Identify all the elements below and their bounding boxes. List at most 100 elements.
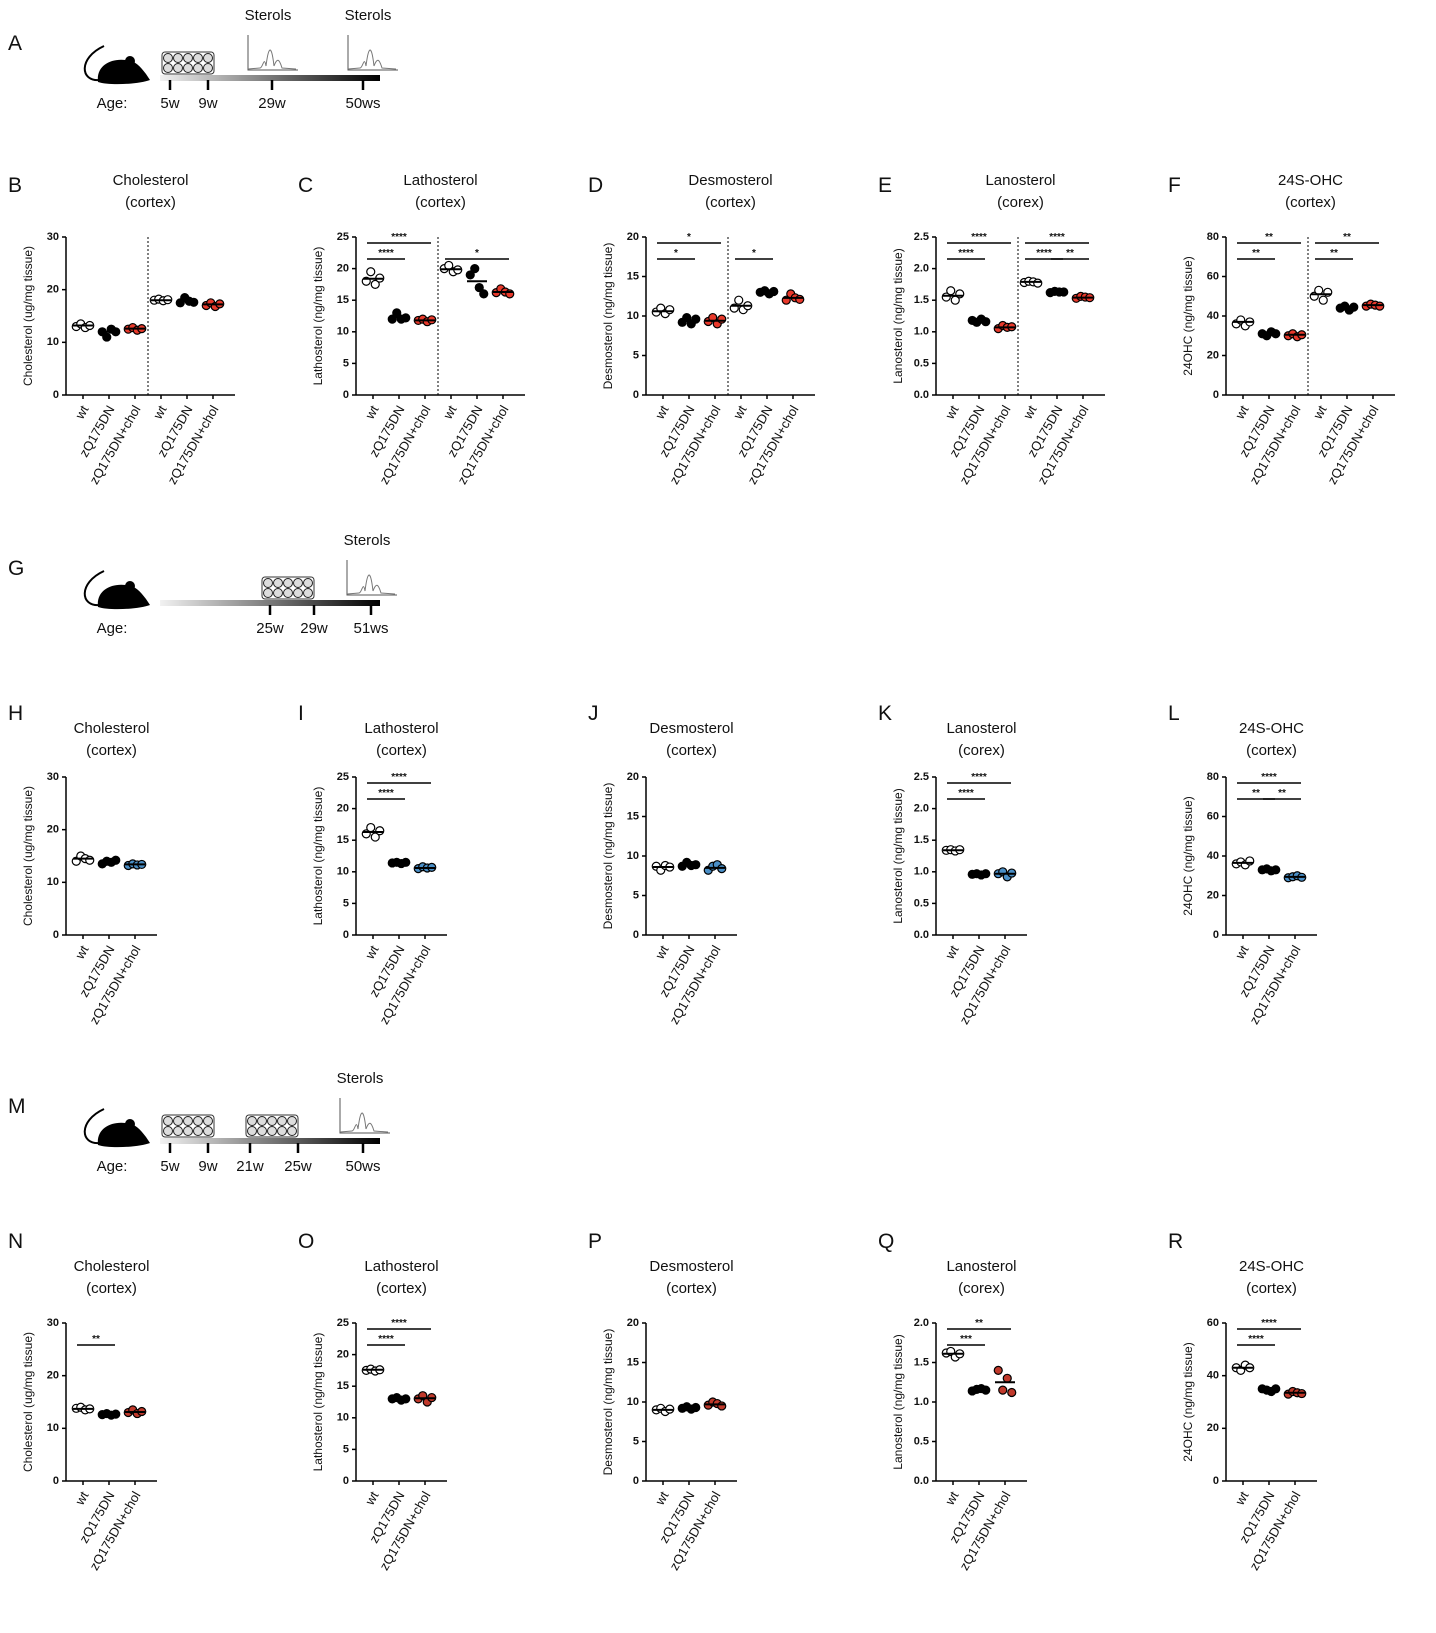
well [258, 1127, 267, 1136]
significance-label: ** [1265, 232, 1273, 243]
data-point [367, 268, 375, 276]
well [278, 1127, 287, 1136]
well [204, 64, 213, 73]
y-tick-label: 60 [1207, 1317, 1219, 1329]
chart-title: Lathosterol [403, 172, 477, 189]
y-tick-label: 40 [1207, 1370, 1219, 1382]
age-bar [160, 75, 380, 81]
y-tick-label: 0.0 [914, 929, 929, 941]
y-tick-label: 20 [337, 803, 349, 815]
y-axis-label: Cholesterol (ug/mg tissue) [21, 246, 35, 386]
chart-subtitle: (cortex) [1246, 742, 1297, 759]
sterols-label: Sterols [345, 7, 392, 24]
y-tick-label: 10 [337, 326, 349, 338]
chart-title: Cholesterol [74, 1258, 150, 1275]
timeline: MAge:5w9w21w25w50wsSterols [8, 1070, 390, 1175]
significance-label: ** [1278, 788, 1286, 799]
chart-subtitle: (cortex) [1285, 194, 1336, 211]
x-tick-label: wt [1232, 402, 1252, 422]
y-tick-label: 30 [47, 231, 59, 243]
age: 50ws [345, 1158, 380, 1175]
well [204, 54, 213, 63]
panel-letter: C [298, 174, 313, 197]
well [304, 589, 313, 598]
significance-label: **** [378, 1334, 394, 1345]
chart-title: 24S-OHC [1239, 720, 1304, 737]
y-tick-label: 1.0 [914, 326, 929, 338]
y-tick-label: 0.0 [914, 389, 929, 401]
chart-subtitle: (corex) [958, 1280, 1005, 1297]
y-axis-label: Lanosterol (ng/mg tissue) [891, 1334, 905, 1469]
well [204, 1117, 213, 1126]
panel-letter: I [298, 702, 304, 725]
panel-letter: D [588, 174, 603, 197]
mouse-body [98, 585, 150, 609]
chart-title: Lathosterol [364, 720, 438, 737]
mouse-body [98, 60, 150, 84]
x-tick-label: wt [652, 942, 672, 962]
y-tick-label: 0.0 [914, 1475, 929, 1487]
y-tick-label: 1.5 [914, 1356, 929, 1368]
well [204, 1127, 213, 1136]
panel-letter: G [8, 557, 24, 580]
age: 5w [160, 1158, 179, 1175]
significance-label: **** [971, 772, 987, 783]
x-tick-label: wt [72, 402, 92, 422]
significance-label: ** [1343, 232, 1351, 243]
y-axis-label: Desmosterol (ng/mg tissue) [601, 1329, 615, 1476]
y-tick-label: 5 [633, 349, 639, 361]
y-tick-label: 1.5 [914, 294, 929, 306]
significance-label: * [687, 232, 691, 243]
x-tick-label: wt [942, 1488, 962, 1508]
significance-label: ** [1066, 248, 1074, 259]
chart-subtitle: (cortex) [376, 742, 427, 759]
x-tick-label: wt [362, 942, 382, 962]
y-tick-label: 0 [1213, 929, 1219, 941]
y-tick-label: 20 [337, 263, 349, 275]
panel-letter: K [878, 702, 892, 725]
y-axis-label: Cholesterol (ug/mg tissue) [21, 786, 35, 926]
well [284, 589, 293, 598]
well [174, 1127, 183, 1136]
well [278, 1117, 287, 1126]
chart-subtitle: (cortex) [666, 742, 717, 759]
y-tick-label: 0 [633, 389, 639, 401]
data-point [1034, 279, 1042, 287]
y-tick-label: 25 [337, 1317, 349, 1329]
y-tick-label: 0 [1213, 1475, 1219, 1487]
significance-label: **** [1261, 1318, 1277, 1329]
data-point [480, 290, 488, 298]
well [184, 1127, 193, 1136]
well [194, 1117, 203, 1126]
well [194, 64, 203, 73]
y-tick-label: 80 [1207, 231, 1219, 243]
y-tick-label: 15 [337, 1380, 349, 1392]
chart-title: Lanosterol [985, 172, 1055, 189]
y-tick-label: 20 [47, 1370, 59, 1382]
y-tick-label: 15 [627, 270, 639, 282]
y-tick-label: 10 [47, 336, 59, 348]
significance-label: **** [1049, 232, 1065, 243]
y-tick-label: 15 [337, 834, 349, 846]
chromatogram-axes [248, 35, 298, 70]
y-tick-label: 20 [1207, 349, 1219, 361]
y-tick-label: 0 [53, 929, 59, 941]
y-tick-label: 15 [337, 294, 349, 306]
panel-letter: O [298, 1230, 314, 1253]
y-axis-label: 24OHC (ng/mg tissue) [1181, 796, 1195, 915]
y-tick-label: 30 [47, 771, 59, 783]
significance-label: **** [378, 248, 394, 259]
y-tick-label: 60 [1207, 270, 1219, 282]
x-tick-label: wt [1310, 402, 1330, 422]
y-tick-label: 20 [627, 231, 639, 243]
well [174, 54, 183, 63]
y-tick-label: 20 [1207, 889, 1219, 901]
age-label: Age: [97, 95, 128, 112]
panel-letter: E [878, 174, 892, 197]
x-tick-label: wt [362, 402, 382, 422]
well [284, 579, 293, 588]
chart-title: Lathosterol [364, 1258, 438, 1275]
data-point [190, 298, 198, 306]
y-tick-label: 15 [627, 1356, 639, 1368]
